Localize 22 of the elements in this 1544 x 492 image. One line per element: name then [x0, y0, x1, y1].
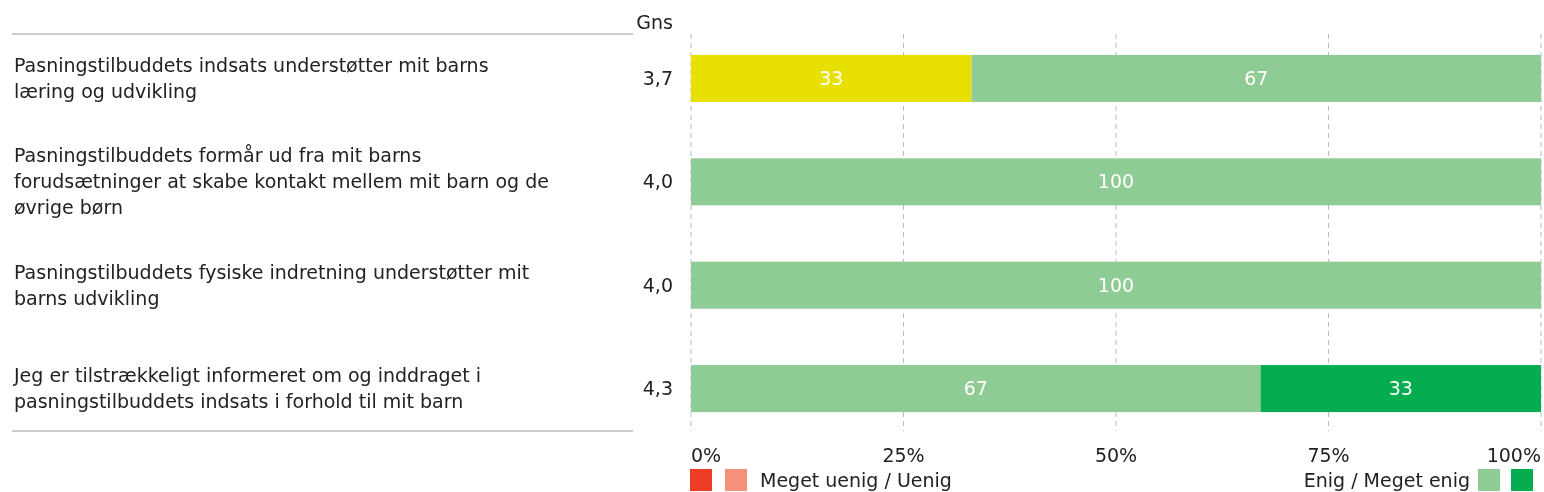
legend-label: Meget uenig / Uenig [760, 468, 952, 491]
text: 4,3 [642, 377, 673, 400]
y-tick-label: Pasningstilbuddets formår ud fra mit barns forudsætninger at skabe kontakt mellem mit barn og de øvrige børn [14, 144, 549, 219]
x-tick-label: 75% [1307, 443, 1350, 466]
data-label: 67 [963, 377, 988, 400]
y-tick-label: Pasningstilbuddets indsats understøtter mit barns læring og udvikling [14, 54, 489, 103]
text: 3,7 [642, 67, 673, 90]
y-tick-label: Pasningstilbuddets fysiske indretning understøtter mit barns udvikling [14, 260, 530, 309]
y-tick-label: Jeg er tilstrækkeligt informeret om og inddraget i pasningstilbuddets indsats i forhold til mit barn [13, 364, 482, 413]
text: Enig / Meget enig [1303, 468, 1470, 491]
data-label: 100 [1097, 273, 1135, 296]
data-label: 33 [1388, 377, 1413, 400]
data-label: 100 [1097, 170, 1135, 193]
x-tick-label: 100% [1486, 443, 1541, 466]
x-tick-label: 0% [691, 443, 722, 466]
text: Gns [636, 10, 673, 33]
x-tick-label: 25% [882, 443, 925, 466]
text: 4,0 [642, 273, 673, 296]
data-label: 33 [819, 67, 844, 90]
text: 4,0 [642, 170, 673, 193]
data-label: 67 [1244, 67, 1269, 90]
x-tick-label: 50% [1094, 443, 1138, 466]
